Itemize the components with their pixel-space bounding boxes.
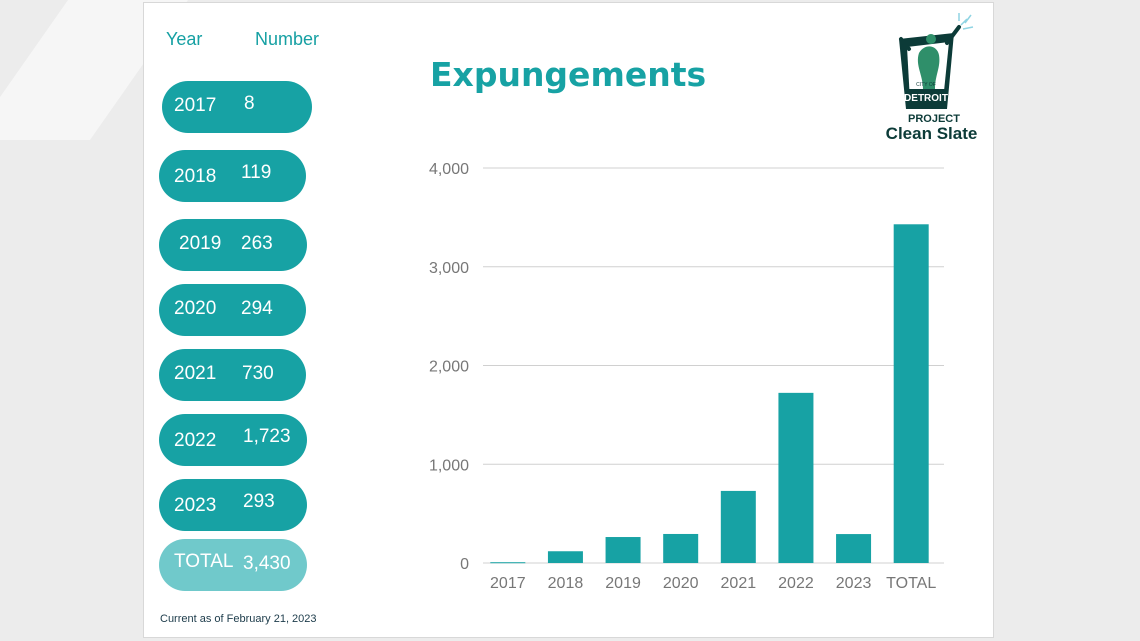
row-year: 2020 — [174, 298, 217, 319]
chart-title: Expungements — [430, 55, 707, 94]
city-of-detroit-logo: CITY OF DETROIT — [899, 13, 974, 109]
row-year: 2021 — [174, 363, 217, 384]
x-tick-label: 2017 — [490, 575, 526, 592]
row-year: 2022 — [174, 430, 217, 451]
table-row: 2019 263 — [159, 219, 307, 271]
x-tick-label: TOTAL — [886, 575, 936, 592]
footnote: Current as of February 21, 2023 — [160, 613, 317, 625]
total-number: 3,430 — [243, 553, 291, 574]
row-number: 1,723 — [243, 426, 291, 447]
bar — [893, 224, 929, 563]
row-number: 730 — [242, 363, 274, 384]
bar — [720, 490, 756, 563]
y-tick-label: 1,000 — [429, 457, 469, 474]
table-row: 2017 8 — [162, 81, 312, 133]
slide: Year Number 2017 8 2018 119 2019 263 202… — [143, 2, 994, 638]
table-row: 2018 119 — [159, 150, 306, 202]
table-row: 2021 730 — [159, 349, 306, 401]
x-tick-label: 2021 — [721, 575, 757, 592]
y-tick-label: 0 — [460, 556, 469, 573]
table-row: 2020 294 — [159, 284, 306, 336]
row-number: 293 — [243, 491, 275, 512]
x-tick-label: 2018 — [548, 575, 584, 592]
row-number: 8 — [244, 93, 255, 114]
row-year: 2017 — [174, 95, 217, 116]
x-tick-label: 2023 — [836, 575, 872, 592]
row-year: 2019 — [179, 233, 222, 254]
bar — [605, 537, 641, 563]
x-tick-label: 2019 — [605, 575, 641, 592]
row-number: 119 — [241, 162, 272, 183]
total-label: TOTAL — [174, 551, 234, 572]
y-tick-label: 4,000 — [429, 161, 469, 178]
x-tick-label: 2022 — [778, 575, 814, 592]
bar — [778, 392, 814, 563]
y-tick-label: 3,000 — [429, 260, 469, 277]
table-total-row: TOTAL 3,430 — [159, 539, 307, 591]
row-year: 2018 — [174, 166, 217, 187]
table-row: 2023 293 — [159, 479, 307, 531]
row-number: 263 — [241, 233, 273, 254]
x-tick-label: 2020 — [663, 575, 699, 592]
bar — [490, 562, 526, 564]
year-column-header: Year — [166, 29, 203, 49]
row-year: 2023 — [174, 495, 217, 516]
bar — [547, 551, 583, 563]
row-number: 294 — [241, 298, 273, 319]
expungements-bar-chart: 0 1,000 2,000 3,000 4,000 2017 2018 2019 2020 202… — [429, 161, 944, 592]
logo-city-of: CITY OF — [916, 82, 936, 88]
number-column-header: Number — [255, 29, 320, 49]
logo-detroit: DETROIT — [904, 93, 948, 104]
bar — [836, 534, 872, 563]
logo-project-text: PROJECT — [908, 113, 960, 125]
logo-clean-slate-text: Clean Slate — [885, 124, 978, 143]
spirit-statue-icon — [899, 13, 974, 109]
y-tick-label: 2,000 — [429, 359, 469, 376]
table-row: 2022 1,723 — [159, 414, 307, 466]
bar — [663, 533, 699, 563]
